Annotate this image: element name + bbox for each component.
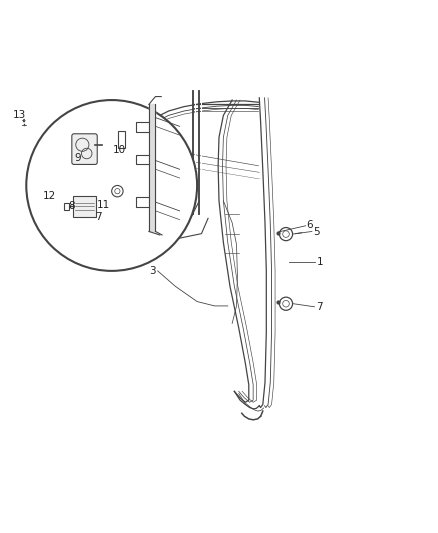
Text: 9: 9 xyxy=(74,153,81,163)
Text: 10: 10 xyxy=(113,146,126,156)
Text: 1: 1 xyxy=(317,257,323,267)
Text: 5: 5 xyxy=(314,228,320,237)
Text: 6: 6 xyxy=(307,220,313,230)
Text: 13: 13 xyxy=(13,110,26,120)
Text: 11: 11 xyxy=(97,200,110,210)
Text: 7: 7 xyxy=(95,212,102,222)
FancyBboxPatch shape xyxy=(73,196,96,216)
Text: 12: 12 xyxy=(43,190,56,200)
Circle shape xyxy=(112,185,123,197)
FancyBboxPatch shape xyxy=(72,134,97,165)
Circle shape xyxy=(279,297,293,310)
Circle shape xyxy=(26,100,197,271)
Text: 8: 8 xyxy=(68,201,74,211)
Text: 7: 7 xyxy=(316,302,323,312)
Bar xyxy=(118,131,125,148)
FancyBboxPatch shape xyxy=(64,203,69,209)
Text: 3: 3 xyxy=(149,266,156,276)
Circle shape xyxy=(279,228,293,241)
